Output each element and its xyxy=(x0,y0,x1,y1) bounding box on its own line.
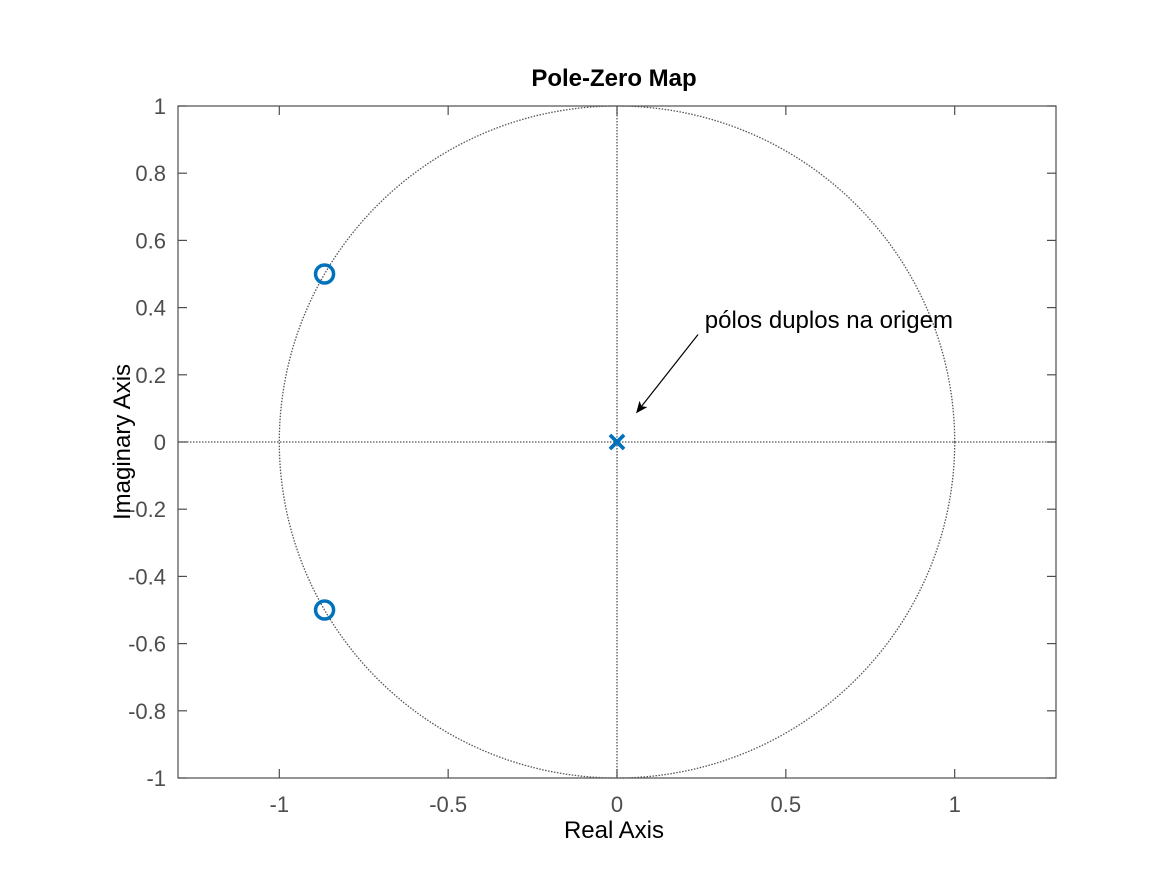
y-axis-label: Imaginary Axis xyxy=(109,364,136,520)
axis-ticks: -1 -0.5 0 0.5 1 -1 -0.8 -0.6 -0.4 -0.2 0 0.2 0.4 0.6 0… xyxy=(128,94,1056,817)
x-tick-label: -0.5 xyxy=(429,792,467,817)
y-tick-label: 0.6 xyxy=(135,228,166,253)
chart-title: Pole-Zero Map xyxy=(531,65,696,92)
annotation-text: pólos duplos na origem xyxy=(705,307,953,334)
zero-marker xyxy=(313,599,336,621)
x-tick-label: 1 xyxy=(949,792,961,817)
pole-marker xyxy=(608,433,626,451)
y-tick-label: 0.8 xyxy=(135,161,166,186)
y-tick-label: -0.8 xyxy=(128,699,166,724)
annotation: pólos duplos na origem xyxy=(636,307,953,414)
x-axis-label: Real Axis xyxy=(564,817,664,844)
y-tick-label: 1 xyxy=(154,94,166,119)
x-tick-label: -1 xyxy=(270,792,290,817)
pole-zero-markers xyxy=(313,263,626,621)
y-tick-label: 0 xyxy=(154,430,166,455)
x-tick-label: 0 xyxy=(611,792,623,817)
y-tick-label: -1 xyxy=(146,766,166,791)
y-tick-label: -0.6 xyxy=(128,632,166,657)
y-tick-label: -0.2 xyxy=(128,497,166,522)
annotation-arrow xyxy=(636,334,699,414)
x-tick-label: 0.5 xyxy=(771,792,802,817)
zero-marker xyxy=(313,263,336,285)
y-tick-label: 0.2 xyxy=(135,363,166,388)
y-tick-label: -0.4 xyxy=(128,564,166,589)
y-tick-label: 0.4 xyxy=(135,296,166,321)
pole-marker-stroke xyxy=(608,433,626,451)
